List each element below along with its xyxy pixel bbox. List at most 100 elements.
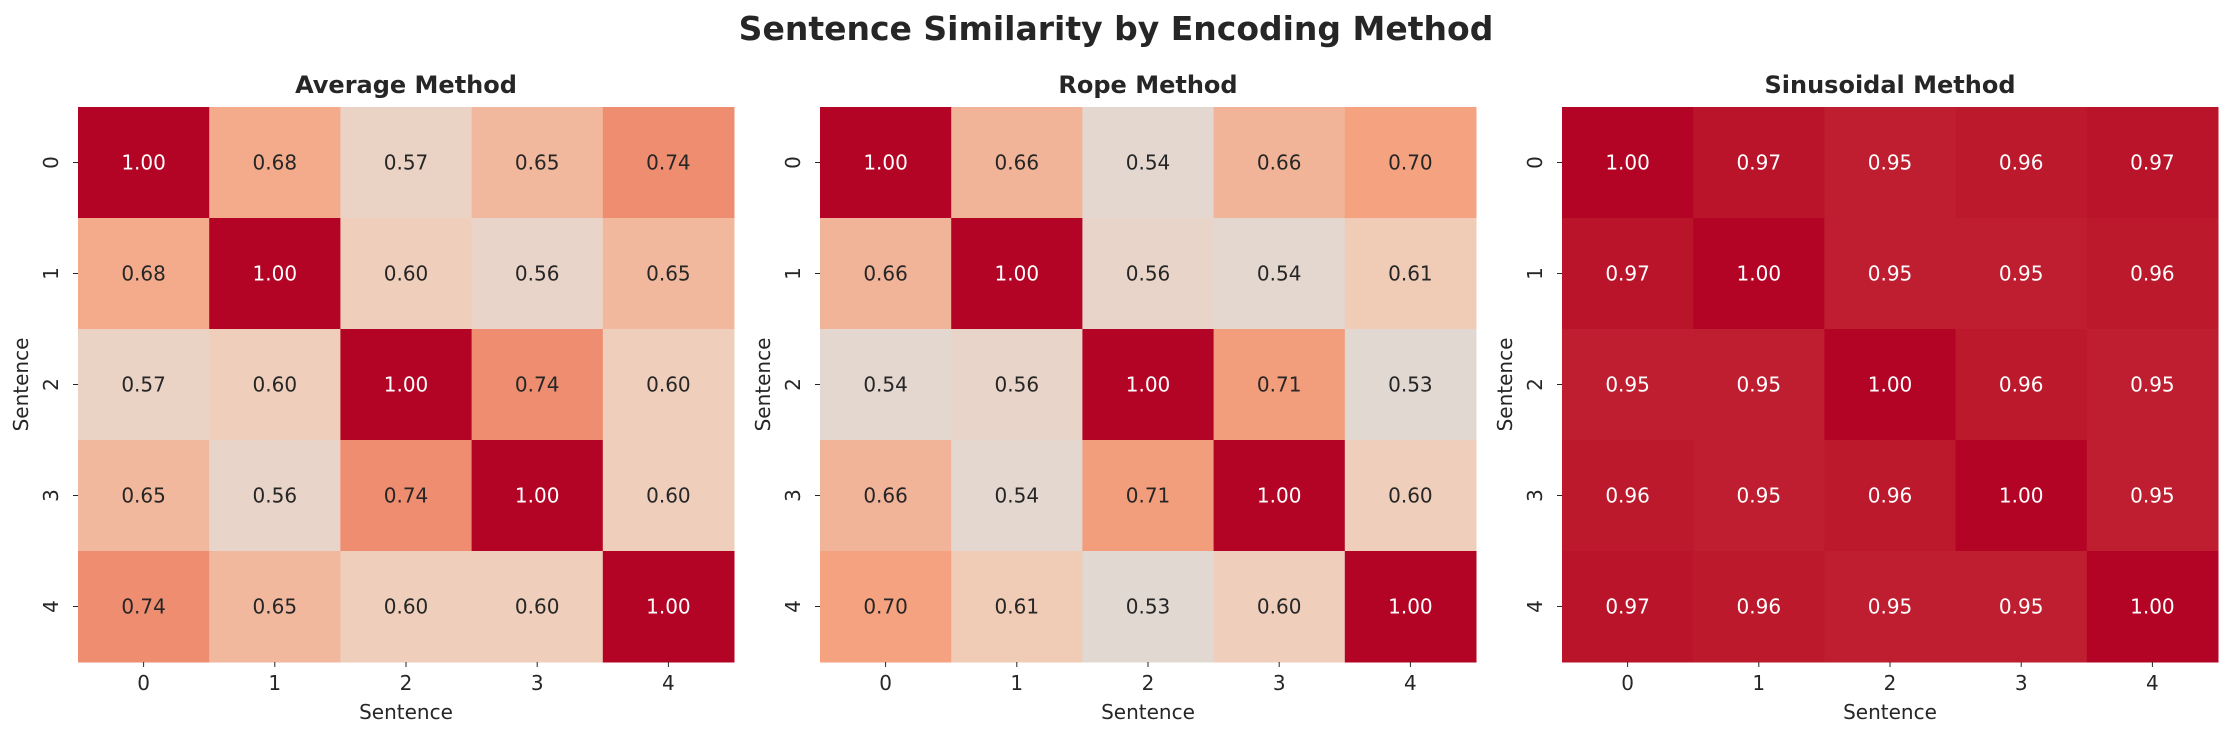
cell-value-label: 1.00 [1737, 262, 1782, 286]
cell-value-label: 0.74 [121, 595, 166, 619]
heatmap-cell [471, 440, 604, 552]
x-tick-label: 2 [400, 671, 413, 695]
cell-value-label: 0.97 [2130, 151, 2175, 175]
cell-value-label: 0.60 [1388, 484, 1433, 508]
heatmap-cell [1693, 329, 1825, 441]
cell-value-label: 0.95 [1868, 262, 1913, 286]
heatmap-cell [1824, 107, 1957, 219]
cell-value-label: 1.00 [1257, 484, 1302, 508]
heatmap-cell [1344, 551, 1477, 663]
cell-value-label: 0.74 [515, 373, 560, 397]
x-tick-label: 3 [531, 671, 544, 695]
heatmap-cell [1213, 440, 1346, 552]
heatmap-cell [951, 218, 1083, 330]
heatmap-cell [602, 329, 735, 441]
heatmap-cell [951, 329, 1083, 441]
cell-value-label: 0.71 [1257, 373, 1302, 397]
heatmap-cell [340, 551, 473, 663]
heatmap-cell [209, 218, 341, 330]
y-tick-label: 2 [39, 378, 63, 391]
cell-value-label: 0.66 [863, 484, 908, 508]
x-tick-label: 1 [1010, 671, 1023, 695]
heatmap-cell [1693, 440, 1825, 552]
cell-value-label: 0.61 [995, 595, 1040, 619]
x-tick-label: 4 [1404, 671, 1417, 695]
cell-value-label: 0.68 [253, 151, 298, 175]
cell-value-label: 0.68 [121, 262, 166, 286]
cell-value-label: 0.60 [515, 595, 560, 619]
cell-value-label: 0.65 [515, 151, 560, 175]
heatmap-cell [209, 440, 341, 552]
cell-value-label: 0.66 [995, 151, 1040, 175]
cell-value-label: 0.65 [121, 484, 166, 508]
cell-value-label: 0.96 [2130, 262, 2175, 286]
heatmap-cell [951, 551, 1083, 663]
cell-value-label: 1.00 [384, 373, 429, 397]
figure-title: Sentence Similarity by Encoding Method [739, 9, 1494, 48]
heatmap-cell [602, 107, 735, 219]
cell-value-label: 0.97 [1605, 595, 1650, 619]
heatmap-cell [820, 218, 952, 330]
y-tick-label: 3 [781, 489, 805, 502]
heatmap-cell [1344, 440, 1477, 552]
heatmap-cell [602, 218, 735, 330]
heatmap-cell [1955, 107, 2088, 219]
heatmap-cell [1955, 329, 2088, 441]
cell-value-label: 0.96 [1737, 595, 1782, 619]
cell-value-label: 0.60 [384, 262, 429, 286]
cell-value-label: 1.00 [1126, 373, 1171, 397]
y-tick-label: 2 [781, 378, 805, 391]
heatmap-cell [209, 551, 341, 663]
cell-value-label: 0.60 [646, 373, 691, 397]
heatmap-cell [209, 107, 341, 219]
heatmap-cell [340, 107, 473, 219]
x-axis-label: Sentence [359, 700, 453, 724]
heatmap-cell [1344, 107, 1477, 219]
cell-value-label: 0.65 [253, 595, 298, 619]
cell-value-label: 0.61 [1388, 262, 1433, 286]
heatmap-cell [1213, 329, 1346, 441]
heatmap-cell [2086, 107, 2219, 219]
x-tick-label: 0 [879, 671, 892, 695]
y-axis-label: Sentence [1493, 338, 1517, 432]
y-tick-label: 1 [39, 267, 63, 280]
heatmap-panels: Average Method 1.00 0.68 0.57 0.65 0.74 0.68 1.… [9, 71, 2219, 724]
heatmap-cell [78, 329, 210, 441]
x-tick-label: 2 [1884, 671, 1897, 695]
cell-value-label: 0.60 [1257, 595, 1302, 619]
cell-value-label: 0.95 [1737, 373, 1782, 397]
heatmap-average-method: Average Method 1.00 0.68 0.57 0.65 0.74 0.68 1.… [9, 71, 735, 724]
cell-value-label: 0.56 [253, 484, 298, 508]
heatmap-cell [951, 107, 1083, 219]
heatmap-cell [2086, 440, 2219, 552]
heatmap-cell [1562, 107, 1694, 219]
cell-value-label: 0.95 [2130, 373, 2175, 397]
cell-value-label: 0.54 [863, 373, 908, 397]
heatmap-cell [1082, 218, 1215, 330]
heatmap-cell [820, 107, 952, 219]
y-tick-label: 4 [781, 600, 805, 613]
heatmap-cell [1955, 551, 2088, 663]
y-axis-label: Sentence [751, 338, 775, 432]
heatmap-cell [1824, 551, 1957, 663]
cell-value-label: 0.96 [1868, 484, 1913, 508]
heatmap-cell [1082, 551, 1215, 663]
x-axis-label: Sentence [1843, 700, 1937, 724]
cell-value-label: 0.70 [863, 595, 908, 619]
cell-value-label: 0.97 [1737, 151, 1782, 175]
heatmap-cell [209, 329, 341, 441]
cell-value-label: 0.95 [1999, 262, 2044, 286]
heatmap-cell [78, 440, 210, 552]
y-tick-label: 3 [39, 489, 63, 502]
x-axis-label: Sentence [1101, 700, 1195, 724]
heatmap-cell [1824, 440, 1957, 552]
heatmap-cell [471, 107, 604, 219]
heatmap-cell [340, 218, 473, 330]
heatmap-cell [1693, 107, 1825, 219]
heatmap-cell [1082, 440, 1215, 552]
cell-value-label: 1.00 [2130, 595, 2175, 619]
heatmap-cell [340, 329, 473, 441]
heatmap-cell [2086, 218, 2219, 330]
cell-value-label: 0.54 [995, 484, 1040, 508]
y-tick-label: 0 [1523, 156, 1547, 169]
